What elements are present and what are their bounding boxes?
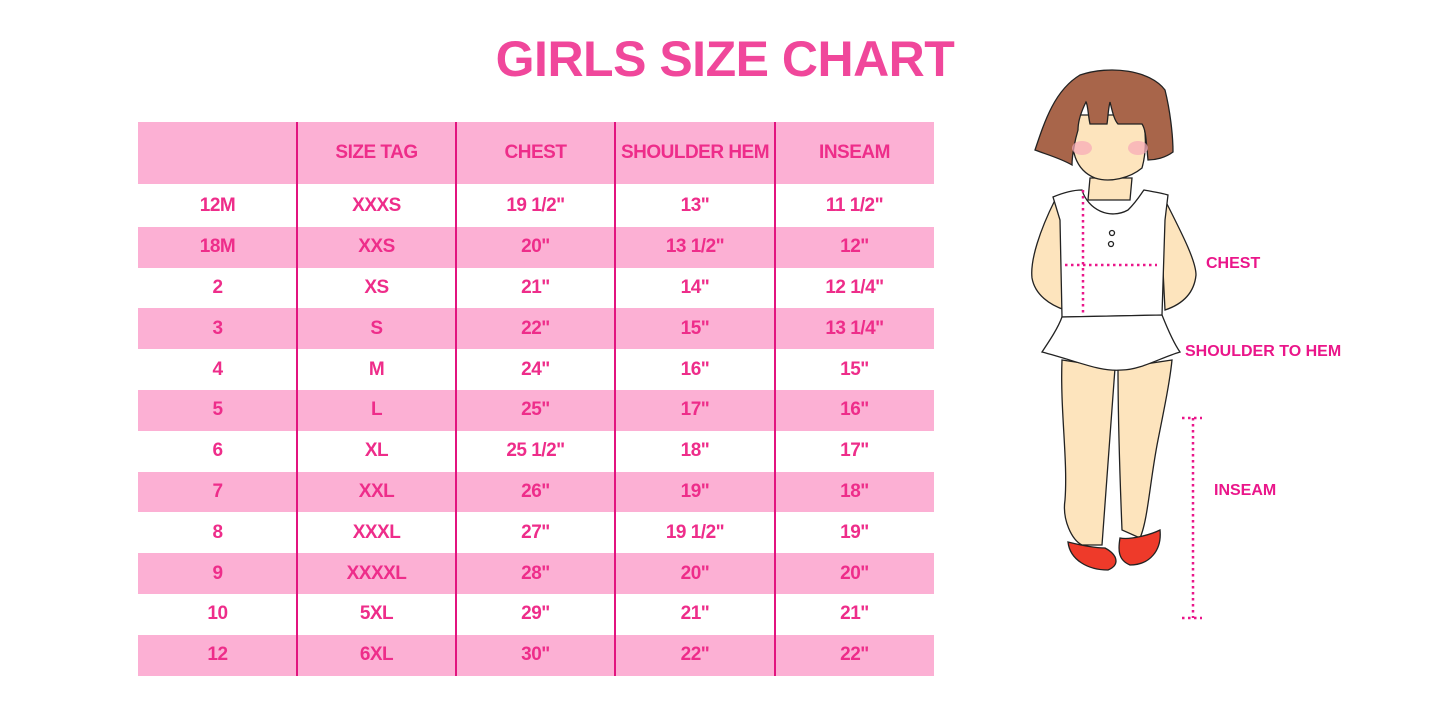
table-cell: 10 bbox=[207, 603, 228, 625]
table-cell: 12 bbox=[207, 644, 228, 666]
table-cell: 13" bbox=[680, 195, 710, 217]
table-row: 10 5XL 29" 21" 21" bbox=[138, 593, 934, 635]
table-cell: 16" bbox=[680, 358, 710, 380]
table-row: 3 S 22" 15" 13 1/4" bbox=[138, 308, 934, 350]
table-cell: 19" bbox=[840, 521, 869, 543]
table-row: 12M XXXS 19 1/2" 13" 11 1/2" bbox=[138, 186, 934, 227]
table-row: 18M XXS 20" 13 1/2" 12" bbox=[138, 226, 934, 268]
table-cell: 22" bbox=[680, 644, 710, 666]
table-cell: 9 bbox=[212, 562, 223, 584]
table-row: 8 XXXL 27" 19 1/2" 19" bbox=[138, 512, 934, 554]
table-cell: 20" bbox=[680, 562, 710, 584]
table-cell: 21" bbox=[680, 603, 710, 625]
table-cell: 17" bbox=[840, 440, 869, 462]
table-cell: 8 bbox=[212, 521, 223, 543]
table-cell: 5XL bbox=[359, 603, 394, 625]
table-cell: XXXXL bbox=[346, 562, 407, 584]
table-cell: 15" bbox=[680, 317, 710, 339]
table-cell: XXS bbox=[358, 236, 395, 258]
table-header: SIZE TAG CHEST SHOULDER HEM INSEAM bbox=[138, 122, 934, 184]
table-cell: 6 bbox=[212, 440, 223, 462]
table-cell: 18" bbox=[840, 480, 869, 502]
girl-figure-image bbox=[1031, 69, 1202, 620]
table-row: 4 M 24" 16" 15" bbox=[138, 349, 934, 390]
table-row: 5 L 25" 17" 16" bbox=[138, 389, 934, 431]
table-cell: XL bbox=[364, 440, 389, 462]
table-row: 7 XXL 26" 19" 18" bbox=[138, 471, 934, 513]
table-cell: 15" bbox=[840, 358, 869, 380]
table-cell: 2 bbox=[212, 276, 223, 298]
table-cell: 30" bbox=[521, 644, 550, 666]
header-cell: SHOULDER HEM bbox=[620, 142, 770, 163]
table-cell: M bbox=[368, 358, 385, 380]
table-cell: 22" bbox=[840, 644, 869, 666]
table-cell: XXXL bbox=[352, 521, 401, 543]
table-cell: 7 bbox=[212, 480, 223, 502]
table-cell: 11 1/2" bbox=[825, 195, 884, 217]
column-divider bbox=[296, 122, 298, 676]
table-cell: 28" bbox=[521, 562, 550, 584]
table-cell: 22" bbox=[521, 317, 550, 339]
table-cell: 24" bbox=[521, 358, 550, 380]
header-cell: SIZE TAG bbox=[335, 142, 418, 163]
table-cell: 16" bbox=[840, 399, 869, 421]
table-cell: 6XL bbox=[359, 644, 394, 666]
table-cell: XS bbox=[364, 276, 389, 298]
table-cell: 21" bbox=[521, 276, 550, 298]
table-cell: 20" bbox=[840, 562, 869, 584]
header-cell: CHEST bbox=[504, 142, 567, 163]
table-cell: S bbox=[370, 317, 383, 339]
table-row: 9 XXXXL 28" 20" 20" bbox=[138, 553, 934, 594]
table-cell: 3 bbox=[212, 317, 223, 339]
column-divider bbox=[614, 122, 616, 676]
table-cell: 5 bbox=[212, 399, 223, 421]
table-cell: 20" bbox=[521, 236, 550, 258]
inseam-label: INSEAM bbox=[1214, 482, 1277, 499]
table-cell: 4 bbox=[212, 358, 223, 380]
table-cell: 19 1/2" bbox=[665, 521, 725, 543]
table-cell: 14" bbox=[680, 276, 710, 298]
table-cell: XXL bbox=[358, 480, 395, 502]
table-cell: 25 1/2" bbox=[506, 440, 565, 462]
column-divider bbox=[455, 122, 457, 676]
table-cell: XXXS bbox=[352, 195, 401, 217]
table-cell: 12" bbox=[840, 236, 869, 258]
column-divider bbox=[774, 122, 776, 676]
table-cell: 25" bbox=[521, 399, 550, 421]
table-cell: 29" bbox=[521, 603, 550, 625]
page-title: GIRLS SIZE CHART bbox=[495, 31, 955, 87]
header-cell bbox=[138, 122, 297, 184]
shoulder-to-hem-label: SHOULDER TO HEM bbox=[1185, 343, 1342, 360]
table-cell: 17" bbox=[680, 399, 710, 421]
header-cell: INSEAM bbox=[819, 142, 890, 163]
table-cell: 18M bbox=[199, 236, 236, 258]
measurement-illustration: CHEST SHOULDER TO HEM INSEAM bbox=[1010, 60, 1390, 680]
table-row: 6 XL 25 1/2" 18" 17" bbox=[138, 430, 934, 472]
chest-label: CHEST bbox=[1206, 255, 1261, 272]
table-cell: 26" bbox=[521, 480, 550, 502]
table-cell: 12M bbox=[199, 195, 236, 217]
table-cell: 13 1/2" bbox=[665, 236, 725, 258]
table-cell: 18" bbox=[680, 440, 710, 462]
table-cell: 19 1/2" bbox=[506, 195, 565, 217]
size-table: SIZE TAG CHEST SHOULDER HEM INSEAM 12M XX… bbox=[138, 122, 934, 676]
table-cell: 13 1/4" bbox=[825, 317, 884, 339]
table-cell: 21" bbox=[840, 603, 869, 625]
table-cell: 27" bbox=[521, 521, 550, 543]
table-row: 2 XS 21" 14" 12 1/4" bbox=[138, 267, 934, 309]
table-cell: 19" bbox=[680, 480, 710, 502]
table-row: 12 6XL 30" 22" 22" bbox=[138, 634, 934, 676]
table-cell: L bbox=[370, 399, 383, 421]
table-cell: 12 1/4" bbox=[825, 276, 884, 298]
